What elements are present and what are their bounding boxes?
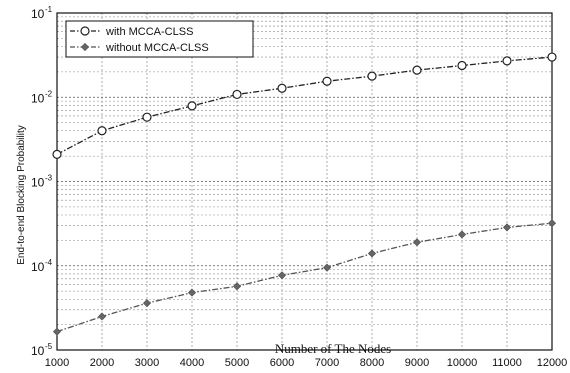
data-point [277, 83, 287, 93]
legend-marker [80, 26, 90, 36]
grid [57, 13, 552, 350]
y-tick-base: 10 [31, 344, 45, 358]
data-point [52, 149, 62, 159]
x-tick-label: 1000 [45, 357, 69, 369]
data-point [502, 223, 512, 232]
series-line [56, 222, 553, 333]
legend-label: without MCCA-CLSS [105, 42, 209, 54]
series-without-mcca-clss [52, 219, 557, 336]
legend-item: with MCCA-CLSS [70, 26, 193, 38]
x-tick-label: 10000 [447, 357, 478, 369]
data-point [457, 60, 467, 71]
data-point [232, 282, 242, 291]
x-tick-label: 5000 [225, 357, 249, 369]
data-point [277, 271, 287, 280]
data-point [547, 52, 557, 62]
data-point [142, 299, 152, 308]
data-point [412, 238, 422, 247]
y-tick-base: 10 [31, 260, 45, 274]
data-point [367, 249, 377, 258]
y-tick-exponent: -3 [45, 174, 53, 183]
x-tick-labels: 1000 2000 3000 4000 5000 6000 7000 8000 9000 1000… [45, 357, 568, 369]
x-tick-label: 12000 [537, 357, 568, 369]
y-tick-base: 10 [31, 7, 45, 21]
series-layer [52, 52, 557, 336]
data-point [187, 288, 197, 297]
x-tick-label: 2000 [90, 357, 114, 369]
data-point [142, 112, 152, 122]
data-point [547, 219, 557, 228]
y-tick-label: 10 -2 [31, 89, 53, 105]
x-tick-label: 11000 [492, 357, 522, 369]
data-point [322, 76, 332, 86]
y-tick-base: 10 [31, 91, 45, 105]
y-tick-label: 10 -5 [31, 342, 53, 358]
legend-box [65, 20, 254, 58]
legend-marker [80, 42, 90, 52]
series-with-mcca-clss [52, 52, 557, 159]
data-point [367, 71, 377, 81]
y-tick-label: 10 -3 [31, 174, 53, 190]
data-point [502, 56, 512, 66]
x-tick-label: 4000 [180, 357, 204, 369]
series-line [56, 56, 553, 155]
data-point [457, 230, 467, 239]
x-axis-label: Number of The Nodes [275, 341, 391, 356]
y-tick-label: 10 -4 [31, 258, 53, 274]
data-point [322, 263, 332, 272]
y-tick-label: 10 -1 [31, 5, 53, 21]
legend-item: without MCCA-CLSS [70, 42, 209, 54]
y-axis-label: End-to-end Blocking Probability [16, 125, 27, 265]
y-tick-base: 10 [31, 176, 45, 190]
y-tick-exponent: -2 [45, 89, 53, 98]
x-tick-label: 8000 [360, 357, 384, 369]
x-tick-label: 6000 [270, 357, 294, 369]
legend-label: with MCCA-CLSS [105, 26, 193, 38]
data-point [97, 126, 107, 136]
legend: with MCCA-CLSS without MCCA-CLSS [65, 20, 254, 58]
x-tick-label: 7000 [315, 357, 339, 369]
data-point [412, 65, 422, 75]
data-point [52, 327, 62, 336]
plot-frame [56, 12, 553, 351]
data-point [232, 89, 242, 100]
data-point [97, 312, 107, 321]
y-tick-exponent: -5 [45, 342, 53, 351]
data-point [187, 101, 197, 111]
y-tick-exponent: -1 [45, 5, 53, 14]
y-tick-exponent: -4 [45, 258, 53, 267]
x-tick-label: 3000 [135, 357, 159, 369]
x-tick-label: 9000 [405, 357, 429, 369]
y-tick-labels: 10-510-410-310-210-1 [31, 5, 53, 358]
